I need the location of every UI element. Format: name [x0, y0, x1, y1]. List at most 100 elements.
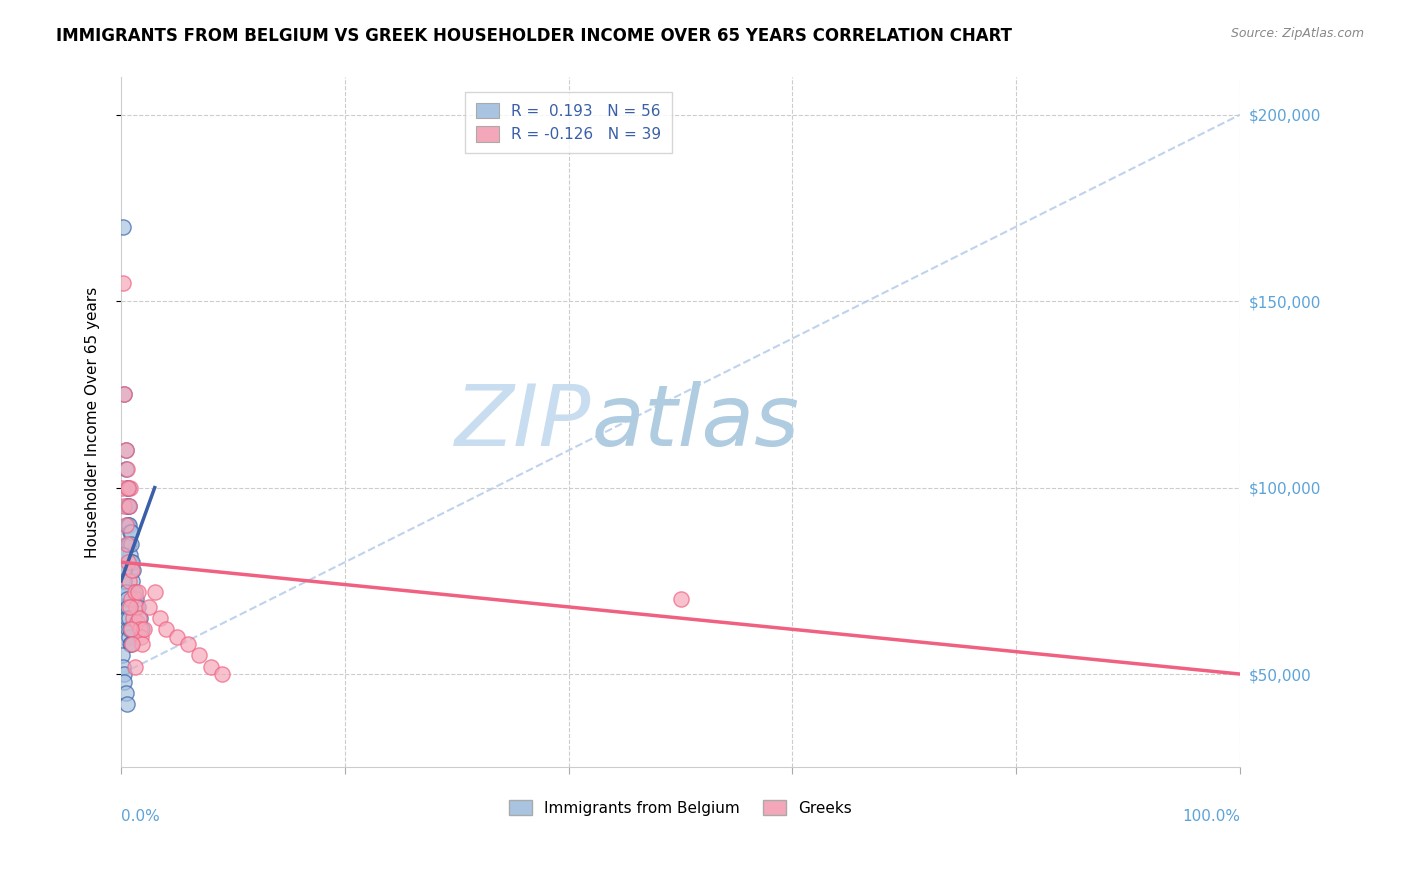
Point: [120, 536, 142, 550]
Point: [200, 659, 222, 673]
Point: [114, 517, 136, 532]
Point: [115, 500, 138, 514]
Legend: Immigrants from Belgium, Greeks: Immigrants from Belgium, Greeks: [503, 794, 858, 822]
Point: [117, 555, 139, 569]
Point: [131, 637, 153, 651]
Point: [124, 659, 146, 673]
Point: [127, 599, 149, 614]
Point: [114, 667, 136, 681]
Point: [120, 599, 142, 614]
Text: ZIP: ZIP: [454, 381, 591, 464]
Point: [114, 443, 136, 458]
Point: [111, 563, 134, 577]
Point: [114, 686, 136, 700]
Point: [120, 637, 142, 651]
Point: [669, 592, 692, 607]
Point: [112, 276, 135, 290]
Point: [177, 637, 200, 651]
Point: [132, 622, 155, 636]
Point: [112, 563, 135, 577]
Point: [114, 585, 136, 599]
Point: [122, 611, 145, 625]
Text: Source: ZipAtlas.com: Source: ZipAtlas.com: [1230, 27, 1364, 40]
Point: [124, 585, 146, 599]
Point: [114, 674, 136, 689]
Point: [188, 648, 211, 663]
Point: [120, 563, 142, 577]
Text: atlas: atlas: [591, 381, 799, 464]
Point: [211, 667, 233, 681]
Point: [118, 517, 141, 532]
Point: [166, 630, 188, 644]
Point: [117, 481, 139, 495]
Point: [118, 555, 141, 569]
Point: [112, 585, 135, 599]
Point: [111, 648, 134, 663]
Point: [115, 697, 138, 711]
Point: [118, 630, 141, 644]
Point: [120, 555, 142, 569]
Point: [131, 622, 153, 636]
Point: [115, 536, 138, 550]
Text: 0.0%: 0.0%: [121, 809, 160, 823]
Point: [120, 525, 142, 540]
Point: [124, 585, 146, 599]
Text: IMMIGRANTS FROM BELGIUM VS GREEK HOUSEHOLDER INCOME OVER 65 YEARS CORRELATION CH: IMMIGRANTS FROM BELGIUM VS GREEK HOUSEHO…: [56, 27, 1012, 45]
Point: [114, 563, 136, 577]
Point: [155, 622, 177, 636]
Point: [129, 630, 152, 644]
Point: [111, 481, 134, 495]
Point: [118, 574, 141, 588]
Point: [143, 585, 166, 599]
Point: [112, 548, 135, 562]
Point: [112, 219, 135, 234]
Point: [117, 599, 139, 614]
Point: [127, 585, 149, 599]
Point: [112, 659, 135, 673]
Point: [115, 517, 138, 532]
Point: [121, 574, 143, 588]
Text: 100.0%: 100.0%: [1182, 809, 1240, 823]
Point: [114, 599, 136, 614]
Point: [117, 500, 139, 514]
Point: [122, 563, 145, 577]
Point: [120, 622, 142, 636]
Point: [124, 599, 146, 614]
Point: [120, 481, 142, 495]
Point: [149, 611, 172, 625]
Point: [118, 500, 141, 514]
Point: [129, 611, 152, 625]
Point: [120, 548, 142, 562]
Point: [122, 585, 145, 599]
Point: [120, 592, 142, 607]
Point: [125, 615, 148, 629]
Point: [117, 536, 139, 550]
Point: [124, 592, 146, 607]
Point: [111, 574, 134, 588]
Point: [115, 462, 138, 476]
Point: [111, 548, 134, 562]
Point: [115, 611, 138, 625]
Point: [120, 525, 142, 540]
Point: [117, 517, 139, 532]
Point: [111, 585, 134, 599]
Point: [114, 462, 136, 476]
Point: [138, 599, 160, 614]
Point: [129, 622, 152, 636]
Point: [114, 574, 136, 588]
Point: [118, 611, 141, 625]
Point: [128, 611, 150, 625]
Point: [121, 563, 143, 577]
Point: [114, 387, 136, 401]
Point: [121, 555, 143, 569]
Point: [117, 622, 139, 636]
Point: [114, 500, 136, 514]
Point: [114, 387, 136, 401]
Point: [121, 637, 143, 651]
Point: [117, 481, 139, 495]
Point: [114, 443, 136, 458]
Point: [118, 500, 141, 514]
Point: [115, 592, 138, 607]
Point: [120, 637, 142, 651]
Y-axis label: Householder Income Over 65 years: Householder Income Over 65 years: [86, 286, 100, 558]
